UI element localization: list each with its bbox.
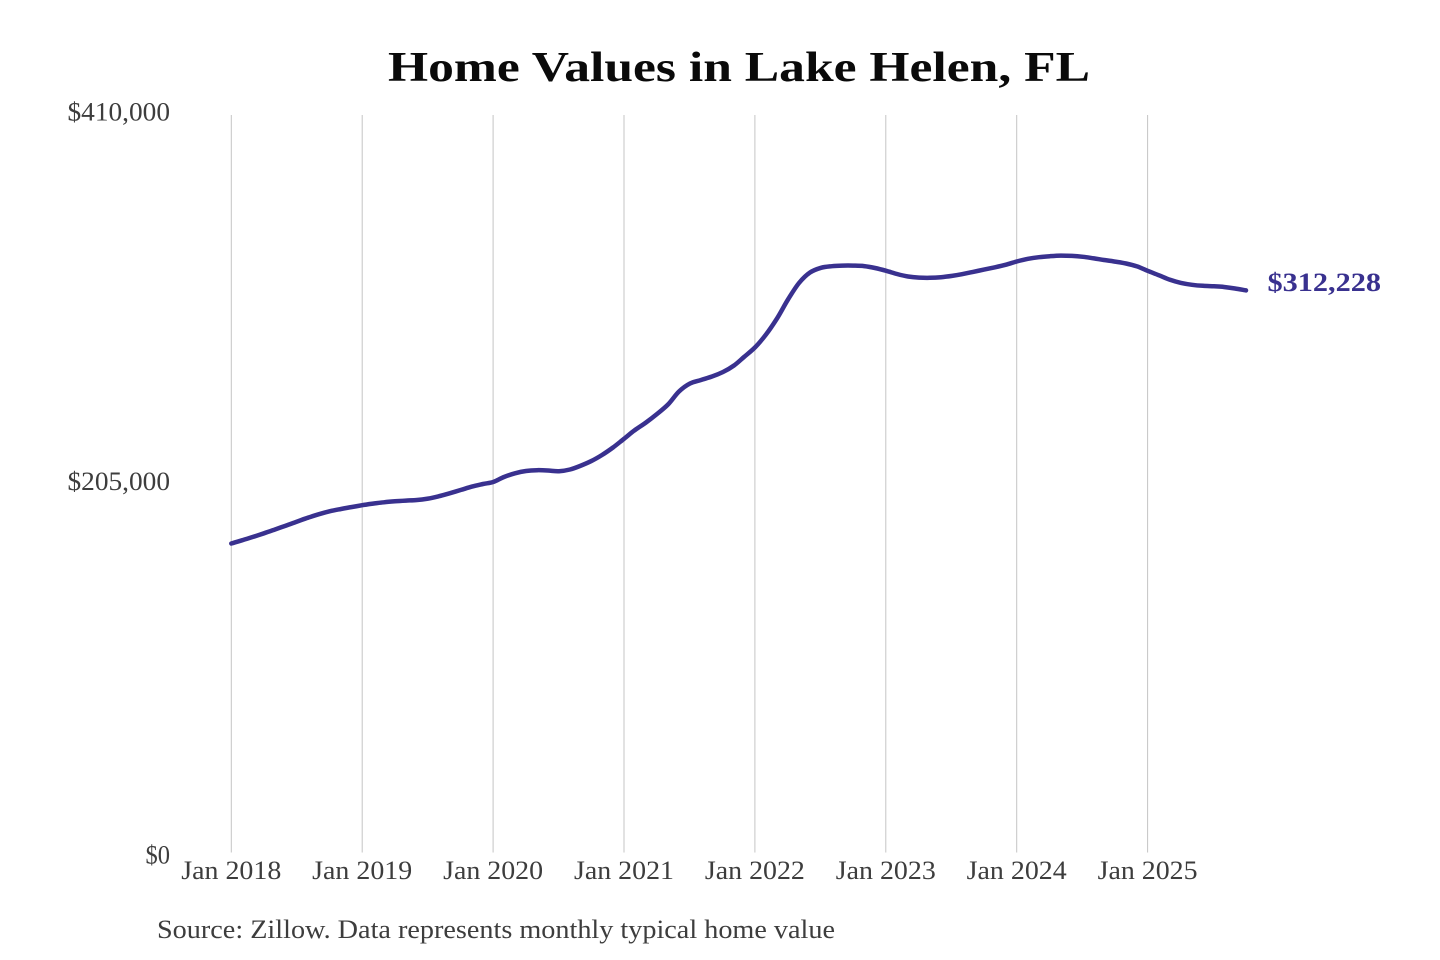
svg-text:$312,228: $312,228 [1268,268,1382,297]
svg-text:Jan 2022: Jan 2022 [705,856,805,885]
svg-text:$205,000: $205,000 [68,467,171,496]
svg-text:Home Values in Lake Helen, FL: Home Values in Lake Helen, FL [388,45,1090,91]
svg-text:Source: Zillow. Data represent: Source: Zillow. Data represents monthly … [157,915,835,944]
svg-text:Jan 2025: Jan 2025 [1098,856,1198,885]
svg-text:Jan 2020: Jan 2020 [443,856,543,885]
svg-text:Jan 2021: Jan 2021 [574,856,674,885]
svg-text:Jan 2019: Jan 2019 [312,856,412,885]
svg-text:$0: $0 [146,841,171,870]
svg-text:$410,000: $410,000 [68,98,171,127]
svg-text:Jan 2023: Jan 2023 [836,856,936,885]
svg-text:Jan 2024: Jan 2024 [967,856,1067,885]
svg-text:Jan 2018: Jan 2018 [181,856,281,885]
